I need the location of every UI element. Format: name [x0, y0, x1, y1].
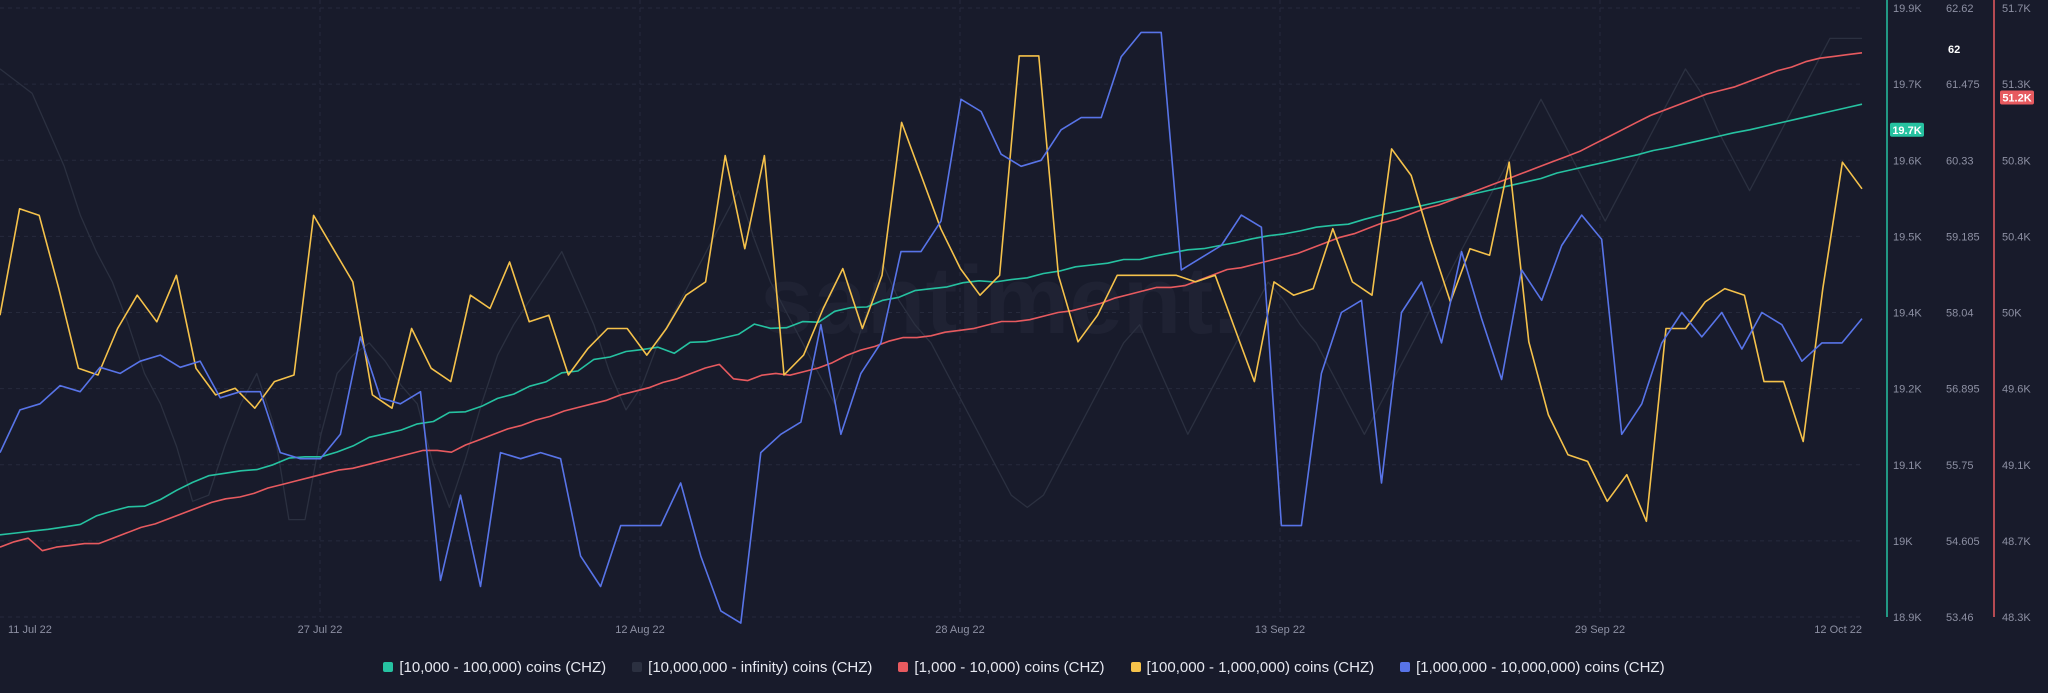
green-axis-tick-label: 19.5K: [1893, 231, 1922, 243]
green-current-badge: [1890, 122, 1924, 137]
yellow-axis-tick-label: 60.33: [1946, 155, 1974, 167]
red-axis-tick-label: 51.7K: [2002, 3, 2031, 15]
legend-item-blue[interactable]: [1,000,000 - 10,000,000) coins (CHZ): [1400, 658, 1665, 676]
red-axis-tick-label: 51.3K: [2002, 79, 2031, 91]
legend-swatch-dark: [632, 662, 643, 672]
legend-label-red: [1,000 - 10,000) coins (CHZ): [914, 658, 1105, 676]
x-tick-label: 28 Aug 22: [935, 624, 985, 636]
green-axis-tick-label: 19.9K: [1893, 3, 1922, 15]
x-tick-label: 12 Oct 22: [1814, 624, 1862, 636]
red-axis-tick-label: 48.7K: [2002, 536, 2031, 548]
green-axis-tick-label: 18.9K: [1893, 612, 1922, 624]
x-tick-label: 13 Sep 22: [1255, 624, 1305, 636]
green-axis-tick-label: 19.6K: [1893, 155, 1922, 167]
legend-swatch-red: [898, 662, 909, 672]
green-axis-tick-label: 19.4K: [1893, 308, 1922, 320]
series-line-dark: [0, 37, 1862, 521]
axis-layer: 11 Jul 22 27 Jul 22 12 Aug 22 28 Aug 22 13 S…: [8, 0, 2034, 636]
yellow-axis-tick-label: 53.46: [1946, 612, 1974, 624]
red-axis-tick-label: 49.6K: [2002, 384, 2031, 396]
legend-item-red[interactable]: [1,000 - 10,000) coins (CHZ): [898, 658, 1105, 676]
red-current-badge-text: 51.2K: [2002, 93, 2031, 105]
legend-item-dark[interactable]: [10,000,000 - infinity) coins (CHZ): [632, 659, 872, 676]
green-current-badge-text: 19.7K: [1892, 125, 1921, 137]
red-axis-tick-label: 49.1K: [2002, 460, 2031, 472]
series-line-red: [0, 52, 1863, 552]
legend-label-green: [10,000 - 100,000) coins (CHZ): [399, 658, 607, 676]
series-layer: [0, 31, 1863, 624]
yellow-axis-tick-label: 62.62: [1946, 3, 1974, 15]
yellow-axis-tick-label: 56.895: [1946, 384, 1980, 396]
series-line-green: [0, 103, 1863, 536]
green-axis-tick-label: 19.2K: [1893, 384, 1922, 396]
yellow-current-label: 62: [1948, 44, 1960, 56]
red-axis-tick-label: 50.8K: [2002, 155, 2031, 167]
legend-swatch-yellow: [1130, 662, 1141, 672]
legend-label-yellow: [100,000 - 1,000,000) coins (CHZ): [1146, 658, 1375, 676]
red-axis-tick-label: 50.4K: [2002, 231, 2031, 243]
green-axis-tick-label: 19.1K: [1893, 460, 1922, 472]
red-axis-tick-label: 50K: [2002, 308, 2022, 320]
legend-swatch-green: [383, 662, 394, 672]
green-axis-tick-label: 19K: [1893, 536, 1913, 548]
red-current-badge: [2000, 90, 2034, 105]
green-axis-tick-label: 19.7K: [1893, 79, 1922, 91]
x-tick-label: 27 Jul 22: [298, 624, 343, 636]
red-axis-tick-label: 48.3K: [2002, 612, 2031, 624]
yellow-axis-tick-label: 54.605: [1946, 536, 1980, 548]
yellow-axis-tick-label: 55.75: [1946, 460, 1974, 472]
yellow-axis-tick-label: 59.185: [1946, 231, 1980, 243]
legend-swatch-blue: [1400, 662, 1411, 672]
series-line-blue: [0, 31, 1863, 624]
x-tick-label: 11 Jul 22: [8, 624, 52, 636]
legend: [10,000 - 100,000) coins (CHZ) [10,000,0…: [0, 652, 2048, 682]
legend-label-dark: [10,000,000 - infinity) coins (CHZ): [648, 658, 873, 676]
legend-item-green[interactable]: [10,000 - 100,000) coins (CHZ): [383, 659, 606, 676]
yellow-axis-tick-label: 58.04: [1946, 308, 1974, 320]
yellow-axis-tick-label: 61.475: [1946, 79, 1980, 91]
legend-label-blue: [1,000,000 - 10,000,000) coins (CHZ): [1416, 658, 1665, 676]
x-tick-label: 29 Sep 22: [1575, 624, 1625, 636]
series-line-yellow: [0, 55, 1863, 523]
legend-item-yellow[interactable]: [100,000 - 1,000,000) coins (CHZ): [1130, 658, 1375, 676]
chart-svg: santiment. 11 Jul 22 27 Jul 22 12 Aug 22 28…: [0, 0, 2034, 636]
x-tick-label: 12 Aug 22: [615, 624, 665, 636]
